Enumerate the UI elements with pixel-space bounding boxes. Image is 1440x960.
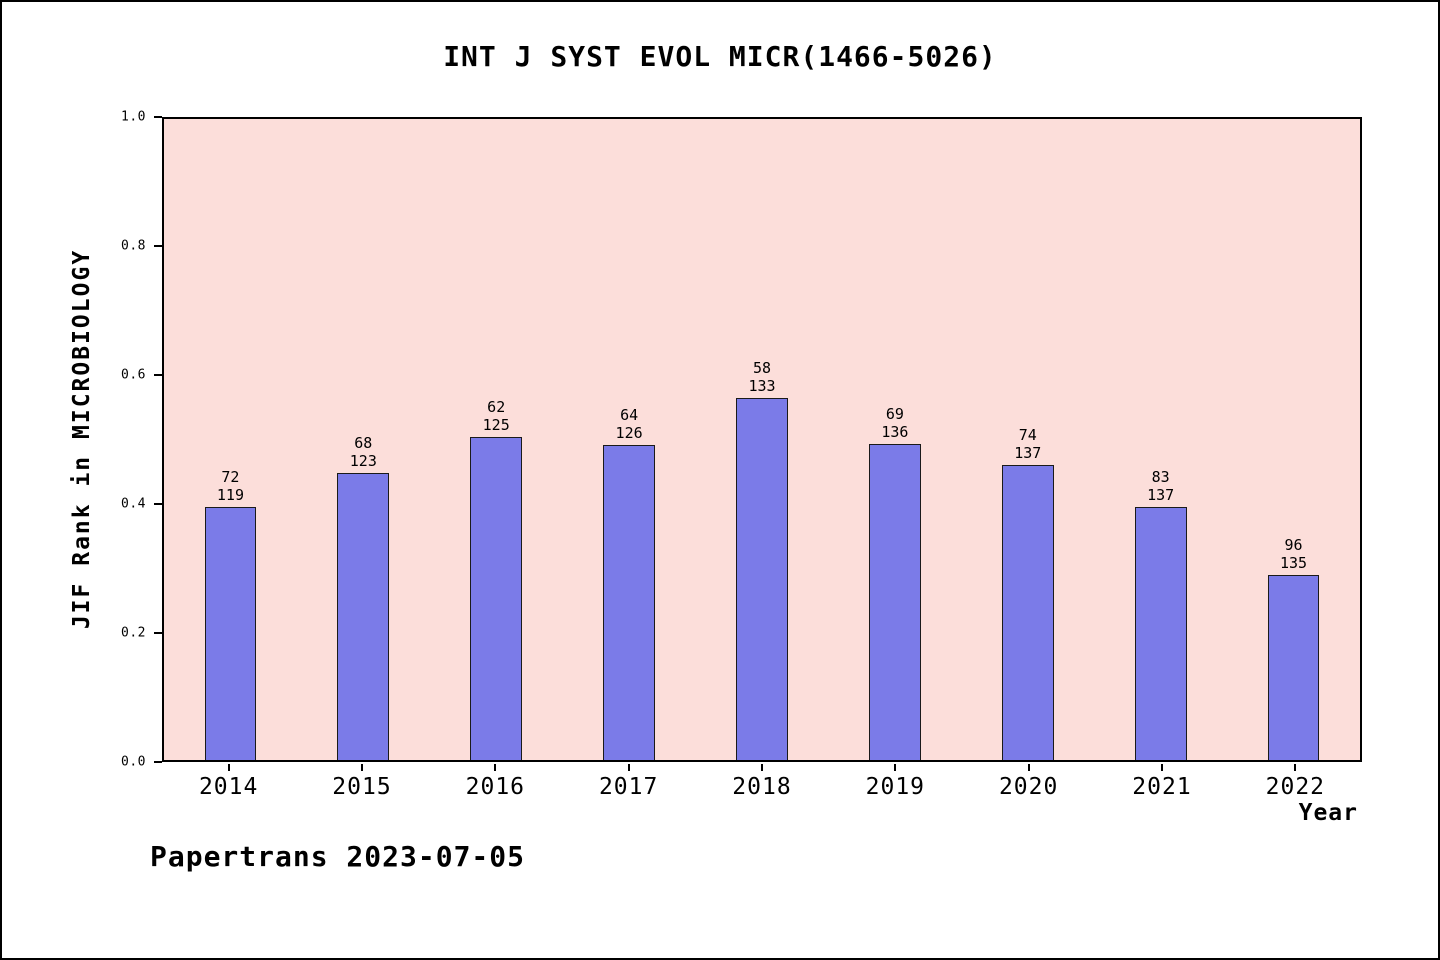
bar-slot-2019: 69 136 bbox=[828, 119, 961, 760]
bar-slot-2016: 62 125 bbox=[430, 119, 563, 760]
x-tick-label-2022: 2022 bbox=[1265, 774, 1326, 800]
y-tick-mark bbox=[154, 116, 162, 118]
bar-value-label-2018: 58 133 bbox=[748, 359, 776, 396]
x-tick-label-2018: 2018 bbox=[732, 774, 792, 800]
x-tick-mark bbox=[1161, 764, 1163, 771]
bar-2019 bbox=[868, 444, 921, 760]
bar-value-label-2014: 72 119 bbox=[216, 467, 244, 504]
bar-2015 bbox=[337, 473, 390, 760]
bar-2014 bbox=[204, 506, 257, 760]
plot-area: 72 119 68 123 62 125 64 126 58 133 69 136 74 1… bbox=[162, 117, 1362, 762]
y-tick-label-0.2: 0.2 bbox=[121, 625, 146, 641]
bar-slot-2018: 58 133 bbox=[696, 119, 829, 760]
bar-value-label-2020: 74 137 bbox=[1014, 426, 1042, 463]
x-tick-label-2017: 2017 bbox=[598, 774, 659, 800]
x-axis: 2014 2015 2016 2017 2018 2019 2020 2021 2022 bbox=[162, 764, 1362, 824]
bar-slot-2022: 96 135 bbox=[1227, 119, 1360, 760]
x-tick-label-2019: 2019 bbox=[865, 774, 926, 800]
bar-value-label-2022: 96 135 bbox=[1280, 535, 1308, 572]
y-tick-label-0.4: 0.4 bbox=[121, 496, 146, 512]
y-tick-label-0.8: 0.8 bbox=[121, 238, 146, 254]
x-tick-mark bbox=[894, 764, 897, 771]
bar-2021 bbox=[1134, 507, 1187, 760]
x-tick-label-2014: 2014 bbox=[198, 774, 259, 800]
bar-slot-2017: 64 126 bbox=[563, 119, 696, 760]
chart-title: INT J SYST EVOL MICR(1466-5026) bbox=[443, 40, 997, 73]
x-axis-label: Year bbox=[1298, 800, 1358, 826]
x-tick-mark bbox=[627, 764, 630, 771]
bar-slot-2015: 68 123 bbox=[297, 119, 430, 760]
x-tick-mark bbox=[361, 764, 363, 771]
x-tick-mark bbox=[494, 764, 497, 771]
bar-value-label-2017: 64 126 bbox=[615, 405, 643, 442]
y-tick-mark bbox=[154, 374, 162, 376]
x-tick-mark bbox=[761, 764, 763, 771]
bar-2017 bbox=[603, 444, 655, 760]
y-tick-label-1.0: 1.0 bbox=[121, 109, 146, 125]
y-tick-mark bbox=[154, 245, 162, 247]
bar-2022 bbox=[1267, 574, 1320, 760]
x-tick-label-2016: 2016 bbox=[465, 774, 526, 800]
x-tick-mark bbox=[1294, 764, 1297, 771]
y-tick-mark bbox=[154, 503, 162, 505]
bar-value-label-2016: 62 125 bbox=[482, 397, 510, 434]
footer-text: Papertrans 2023-07-05 bbox=[150, 840, 526, 873]
x-tick-mark bbox=[227, 764, 230, 771]
x-tick-label-2015: 2015 bbox=[332, 774, 392, 800]
bar-slot-2020: 74 137 bbox=[961, 119, 1094, 760]
x-tick-label-2021: 2021 bbox=[1132, 774, 1192, 800]
y-axis: 0.0 0.2 0.4 0.6 0.8 1.0 bbox=[2, 110, 162, 770]
bar-slot-2014: 72 119 bbox=[164, 119, 297, 760]
bar-value-label-2021: 83 137 bbox=[1147, 468, 1175, 505]
bar-2018 bbox=[736, 398, 788, 760]
bar-2016 bbox=[470, 436, 523, 760]
bar-2020 bbox=[1001, 465, 1054, 760]
y-tick-label-0.6: 0.6 bbox=[121, 367, 146, 383]
x-tick-mark bbox=[1027, 764, 1030, 771]
bar-value-label-2015: 68 123 bbox=[349, 434, 377, 471]
y-tick-mark bbox=[154, 632, 162, 634]
bar-slot-2021: 83 137 bbox=[1094, 119, 1227, 760]
x-tick-label-2020: 2020 bbox=[998, 774, 1059, 800]
y-tick-label-0.0: 0.0 bbox=[121, 754, 146, 770]
y-tick-mark bbox=[154, 761, 162, 763]
bar-value-label-2019: 69 136 bbox=[881, 405, 909, 441]
